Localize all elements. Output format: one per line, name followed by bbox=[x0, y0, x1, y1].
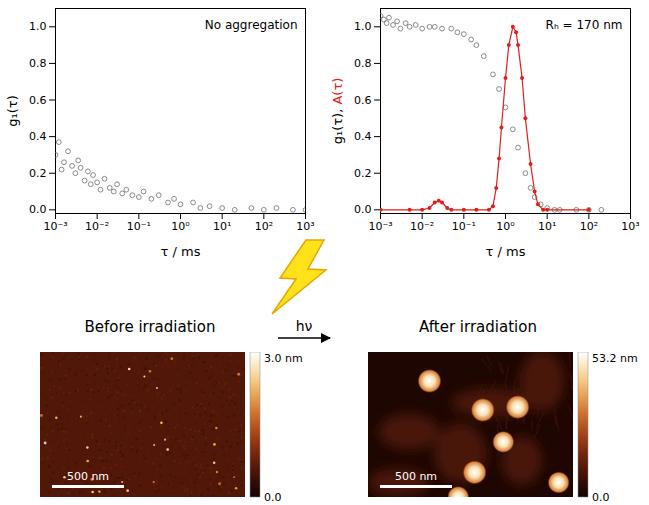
svg-text:10⁻³: 10⁻³ bbox=[43, 220, 67, 233]
svg-text:0.4: 0.4 bbox=[29, 130, 47, 143]
svg-text:3.0 nm: 3.0 nm bbox=[264, 352, 303, 365]
svg-text:hν: hν bbox=[296, 318, 313, 334]
svg-text:0.0: 0.0 bbox=[264, 491, 282, 504]
svg-text:10⁻¹: 10⁻¹ bbox=[452, 220, 476, 233]
svg-text:τ / ms: τ / ms bbox=[161, 244, 201, 259]
svg-text:0.8: 0.8 bbox=[354, 57, 372, 70]
svg-text:10³: 10³ bbox=[296, 220, 314, 233]
html-text:g₁(τ),: g₁(τ), bbox=[329, 104, 345, 144]
html-text:Before irradiation: Before irradiation bbox=[84, 318, 216, 336]
html-text:After irradiation: After irradiation bbox=[419, 318, 537, 336]
svg-text:1.0: 1.0 bbox=[29, 20, 47, 33]
svg-text:10⁻²: 10⁻² bbox=[85, 220, 109, 233]
svg-text:500 nm: 500 nm bbox=[67, 470, 109, 483]
svg-text:53.2 nm: 53.2 nm bbox=[592, 352, 638, 365]
svg-text:0.6: 0.6 bbox=[29, 94, 47, 107]
html-text:g₁(τ): g₁(τ) bbox=[4, 94, 20, 127]
html-text:A(τ): A(τ) bbox=[329, 77, 345, 105]
svg-text:10³: 10³ bbox=[621, 220, 639, 233]
svg-text:10⁻²: 10⁻² bbox=[410, 220, 434, 233]
svg-text:10²: 10² bbox=[255, 220, 273, 233]
svg-text:0.6: 0.6 bbox=[354, 94, 372, 107]
svg-text:10⁻³: 10⁻³ bbox=[368, 220, 392, 233]
svg-text:0.4: 0.4 bbox=[354, 130, 372, 143]
svg-text:τ / ms: τ / ms bbox=[486, 244, 526, 259]
svg-text:10²: 10² bbox=[580, 220, 598, 233]
svg-text:1.0: 1.0 bbox=[354, 20, 372, 33]
svg-text:Rₕ = 170 nm: Rₕ = 170 nm bbox=[546, 18, 623, 32]
svg-text:0.0: 0.0 bbox=[592, 491, 610, 504]
svg-text:No aggregation: No aggregation bbox=[205, 18, 298, 32]
svg-text:500 nm: 500 nm bbox=[395, 470, 437, 483]
svg-text:0.8: 0.8 bbox=[29, 57, 47, 70]
svg-text:10⁰: 10⁰ bbox=[496, 220, 515, 233]
svg-text:0.0: 0.0 bbox=[29, 203, 47, 216]
svg-text:0.0: 0.0 bbox=[354, 203, 372, 216]
svg-text:0.2: 0.2 bbox=[354, 167, 372, 180]
svg-text:10⁰: 10⁰ bbox=[171, 220, 190, 233]
svg-text:10¹: 10¹ bbox=[538, 220, 556, 233]
svg-text:0.2: 0.2 bbox=[29, 167, 47, 180]
svg-text:10¹: 10¹ bbox=[213, 220, 231, 233]
svg-text:10⁻¹: 10⁻¹ bbox=[127, 220, 151, 233]
